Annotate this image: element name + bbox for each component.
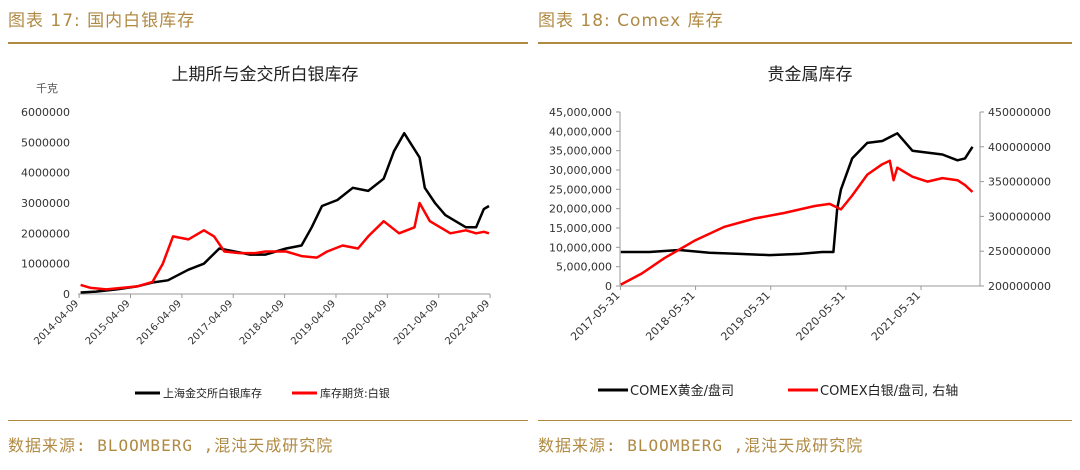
y-tick-label: 5000000 [21,136,70,149]
x-tick-label: 2018-04-09 [238,298,287,347]
y2-tick-label: 200000000 [988,280,1051,293]
x-tick-label: 2022-04-09 [443,298,492,347]
right-footer-rule [538,420,1072,421]
y-tick-label: 35,000,000 [549,145,612,158]
y-tick-label: 6000000 [21,106,70,119]
x-tick-label: 2020-05-31 [794,289,848,343]
right-source: 数据来源: BLOOMBERG ,混沌天成研究院 [538,436,864,455]
y-tick-label: 3000000 [21,197,70,210]
y-tick-label: 4000000 [21,167,70,180]
series-futures-silver-line [80,201,490,291]
x-tick-label: 2018-05-31 [643,289,697,343]
left-figure-label: 图表 17: 国内白银库存 [8,11,196,31]
x-tick-label: 2017-05-31 [568,289,622,343]
y2-tick-label: 450000000 [988,106,1051,119]
legend-label-shanghai-gold: 上海金交所白银库存 [163,386,262,400]
left-header-rule [8,42,528,44]
right-chart-title: 贵金属库存 [768,65,853,85]
y2-tick-label: 400000000 [988,141,1051,154]
right-chart: 贵金属库存 0 5,000,000 10,000,000 15,000,000 20,0… [549,65,1051,399]
y2-tick-label: 350000000 [988,176,1051,189]
series-shanghai-gold-silver-line [80,131,490,294]
legend-label-comex-gold: COMEX黄金/盘司 [630,383,734,399]
right-figure-label: 图表 18: Comex 库存 [538,11,724,31]
y2-tick-label: 250000000 [988,245,1051,258]
series-comex-silver-line [620,159,974,286]
left-source: 数据来源: BLOOMBERG ,混沌天成研究院 [8,436,334,455]
x-tick-label: 2020-04-09 [341,298,390,347]
x-tick-label: 2015-04-09 [84,298,133,347]
legend-label-comex-silver: COMEX白银/盘司, 右轴 [820,383,958,399]
x-tick-label: 2016-04-09 [135,298,184,347]
x-tick-label: 2021-04-09 [392,298,441,347]
left-unit-label: 千克 [36,82,58,95]
y-tick-label: 2000000 [21,227,70,240]
y-tick-label: 25,000,000 [549,183,612,196]
series-comex-gold-line [620,132,974,257]
y-tick-label: 0 [605,280,612,293]
x-tick-label: 2021-05-31 [869,289,923,343]
x-tick-label: 2014-04-09 [32,298,81,347]
x-tick-label: 2017-04-09 [186,298,235,347]
y-tick-label: 40,000,000 [549,125,612,138]
left-chart-title: 上期所与金交所白银库存 [172,65,359,85]
left-footer-rule [8,420,528,421]
right-header-rule [538,42,1072,44]
x-tick-label: 2019-05-31 [718,289,772,343]
y2-tick-label: 300000000 [988,210,1051,223]
y-tick-label: 45,000,000 [549,106,612,119]
y-tick-label: 0 [63,288,70,301]
y-tick-label: 30,000,000 [549,164,612,177]
y-tick-label: 20,000,000 [549,203,612,216]
x-tick-label: 2019-04-09 [289,298,338,347]
y-tick-label: 15,000,000 [549,222,612,235]
left-chart: 上期所与金交所白银库存 千克 0 1000000 2000000 3000000 400… [21,65,492,400]
legend-label-futures-silver: 库存期货:白银 [320,386,390,400]
y-tick-label: 1000000 [21,258,70,271]
y-tick-label: 10,000,000 [549,241,612,254]
y-tick-label: 5,000,000 [556,261,612,274]
